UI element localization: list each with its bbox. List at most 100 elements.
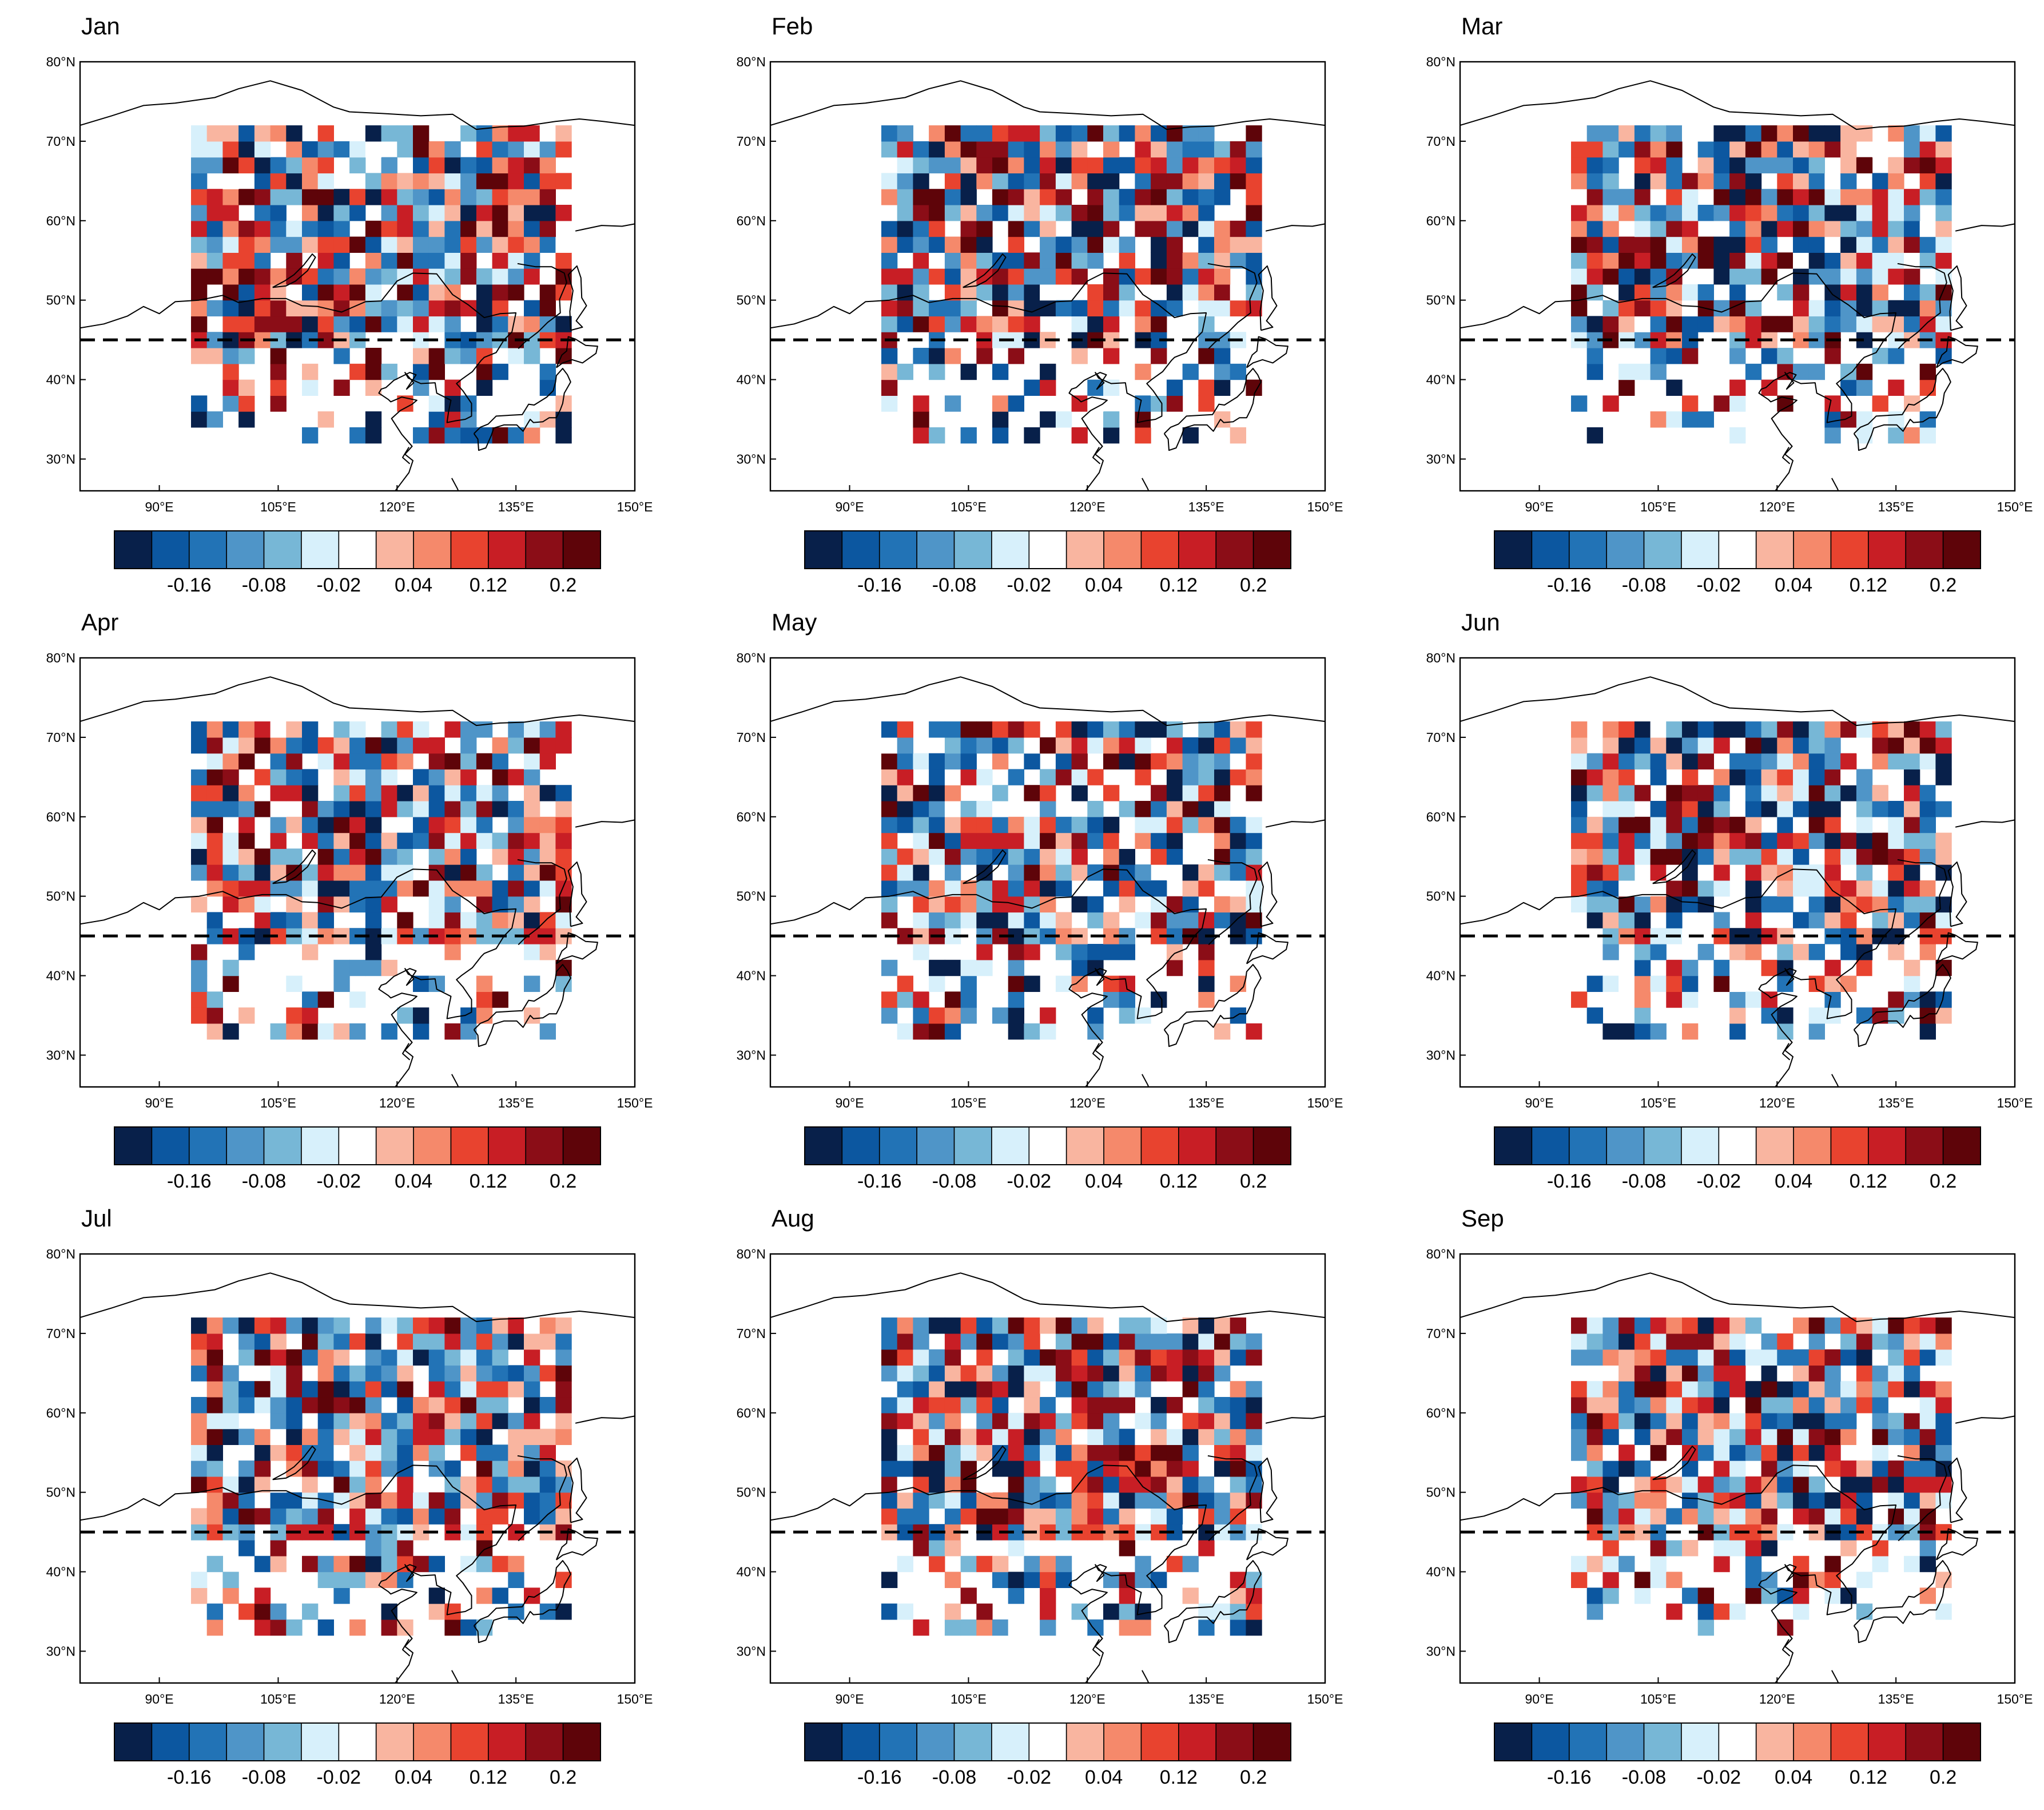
grid-cell — [476, 1349, 493, 1366]
grid-cell — [270, 363, 287, 380]
grid-cell — [1824, 268, 1841, 285]
coastline — [473, 1560, 571, 1644]
colorbar-swatch — [1606, 1722, 1645, 1761]
grid-cell — [913, 316, 929, 332]
lat-tick-label: 60°N — [1426, 1406, 1456, 1420]
grid-cell — [555, 912, 572, 928]
grid-cell — [1904, 395, 1920, 412]
grid-cell — [992, 737, 1009, 754]
grid-cell — [1214, 1349, 1231, 1366]
grid-cell — [960, 1397, 977, 1414]
grid-cell — [191, 753, 208, 770]
grid-cell — [1602, 1317, 1619, 1334]
grid-cell — [992, 363, 1009, 380]
colorbar-swatch — [1103, 530, 1142, 569]
grid-cell — [1904, 189, 1920, 205]
grid-cell — [286, 912, 303, 928]
grid-cell — [397, 1349, 413, 1366]
panel-title: Apr — [81, 609, 118, 636]
grid-cell — [524, 816, 540, 833]
grid-cell — [1151, 268, 1167, 285]
grid-cell — [206, 991, 223, 1008]
grid-cell — [413, 236, 430, 253]
grid-cell — [1182, 912, 1199, 928]
grid-cell — [254, 284, 271, 301]
grid-cell — [555, 1365, 572, 1382]
grid-cell — [881, 832, 898, 849]
grid-cell — [1824, 252, 1841, 269]
grid-cell — [1872, 1381, 1888, 1398]
grid-cell — [1198, 991, 1215, 1008]
grid-cell — [1166, 1349, 1183, 1366]
grid-cell — [270, 737, 287, 754]
grid-cell — [881, 1508, 898, 1525]
grid-cell — [1198, 1428, 1215, 1445]
grid-cell — [1713, 1333, 1730, 1350]
grid-cell — [492, 737, 508, 754]
grid-cell — [1935, 1317, 1952, 1334]
grid-cell — [1824, 1397, 1841, 1414]
grid-cell — [1071, 395, 1088, 412]
coastline — [402, 1639, 411, 1657]
grid-cell — [492, 189, 508, 205]
lon-tick-label: 135°E — [498, 499, 534, 514]
grid-cell — [1087, 300, 1104, 317]
grid-cell — [508, 1444, 524, 1461]
grid-cell — [1824, 721, 1841, 738]
grid-cell — [508, 912, 524, 928]
grid-cell — [286, 769, 303, 785]
grid-cell — [1777, 769, 1794, 785]
grid-cell — [508, 205, 524, 221]
coastline — [1460, 272, 1897, 491]
grid-cell — [222, 300, 239, 317]
grid-cell — [397, 252, 413, 269]
grid-cell — [1008, 125, 1024, 142]
grid-cell — [206, 864, 223, 881]
grid-cell — [1634, 141, 1651, 158]
grid-cell — [1230, 753, 1246, 770]
grid-cell — [1919, 737, 1936, 754]
grid-cell — [1166, 236, 1183, 253]
grid-cell — [1230, 737, 1246, 754]
colorbar-frame — [1494, 530, 1981, 569]
grid-cell — [1166, 1492, 1183, 1509]
grid-cell — [508, 220, 524, 237]
grid-cell — [254, 236, 271, 253]
grid-cell — [1586, 975, 1603, 992]
grid-cell — [1777, 944, 1794, 960]
colorbar-swatch — [1681, 1722, 1720, 1761]
grid-cell — [913, 880, 929, 897]
grid-cell — [1008, 1333, 1024, 1350]
grid-cell — [428, 300, 445, 317]
grid-cell — [1872, 252, 1888, 269]
grid-cell — [1856, 1508, 1873, 1525]
grid-cell — [413, 205, 430, 221]
colorbar-label: -0.16 — [1547, 1170, 1592, 1192]
grid-cell — [913, 1444, 929, 1461]
grid-cell — [524, 268, 540, 285]
lon-tick-label: 135°E — [1878, 1095, 1914, 1110]
grid-cell — [1919, 721, 1936, 738]
grid-cell — [1697, 316, 1714, 332]
grid-cell — [1872, 1397, 1888, 1414]
grid-cell — [1055, 252, 1072, 269]
grid-cell — [1619, 1555, 1635, 1573]
grid-cell — [524, 316, 540, 332]
colorbar-swatch — [525, 1722, 564, 1761]
grid-cell — [897, 1555, 913, 1573]
grid-cell — [365, 236, 382, 253]
grid-cell — [960, 959, 977, 977]
colorbar-label: 0.04 — [1775, 1170, 1812, 1192]
grid-cell — [1246, 1349, 1262, 1366]
coastline — [1955, 819, 2015, 828]
grid-cell — [381, 769, 397, 785]
grid-cell — [397, 205, 413, 221]
grid-cell — [1650, 816, 1667, 833]
grid-cell — [992, 125, 1009, 142]
grid-cell — [1761, 1412, 1777, 1430]
grid-cell — [222, 157, 239, 174]
grid-cell — [1151, 896, 1167, 913]
grid-cell — [1872, 1444, 1888, 1461]
panel-title: Jul — [81, 1205, 112, 1232]
grid-cell — [492, 991, 508, 1008]
